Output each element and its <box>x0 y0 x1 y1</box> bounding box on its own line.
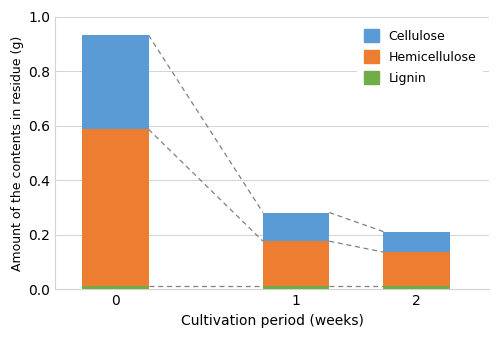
Bar <box>263 241 329 286</box>
Bar <box>384 232 450 252</box>
Legend: Cellulose, Hemicellulose, Lignin: Cellulose, Hemicellulose, Lignin <box>358 23 482 91</box>
Bar <box>82 35 148 129</box>
Bar <box>263 213 329 241</box>
Bar <box>263 286 329 290</box>
X-axis label: Cultivation period (weeks): Cultivation period (weeks) <box>180 314 364 328</box>
Bar <box>384 286 450 290</box>
Bar <box>82 286 148 290</box>
Y-axis label: Amount of the contents in residue (g): Amount of the contents in residue (g) <box>11 35 24 271</box>
Bar <box>384 252 450 286</box>
Bar <box>82 129 148 286</box>
